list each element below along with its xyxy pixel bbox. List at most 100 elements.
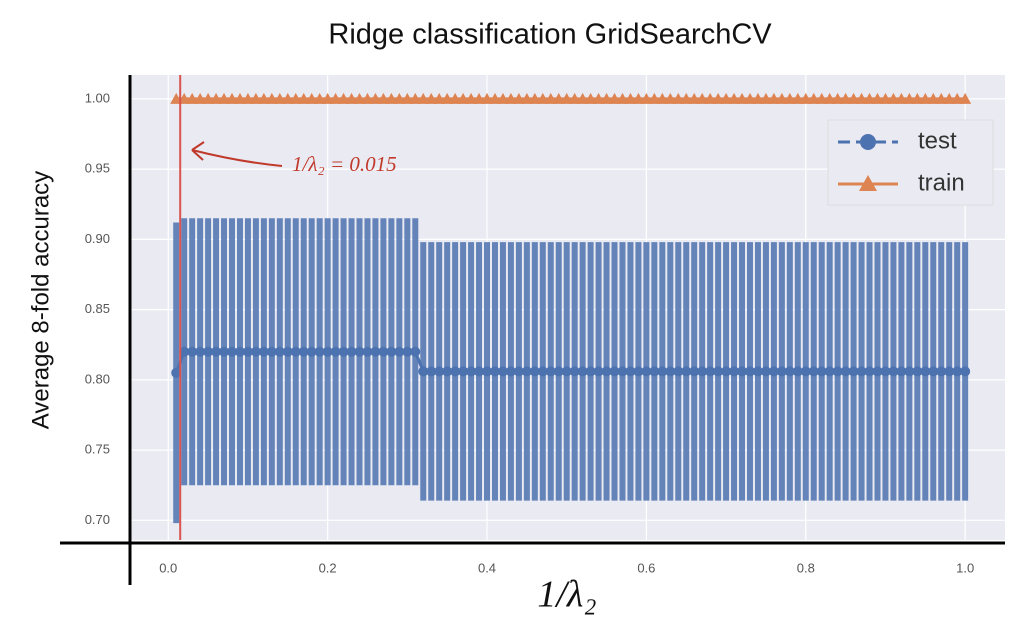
marker bbox=[585, 366, 596, 377]
marker bbox=[274, 346, 285, 357]
marker bbox=[681, 366, 692, 377]
marker bbox=[536, 92, 549, 104]
marker bbox=[442, 366, 453, 377]
marker bbox=[944, 366, 955, 377]
marker bbox=[505, 366, 516, 377]
chart-title: Ridge classification GridSearchCV bbox=[328, 19, 772, 51]
marker bbox=[919, 92, 932, 104]
marker bbox=[640, 92, 653, 104]
annotation-arrow bbox=[191, 141, 283, 167]
marker bbox=[233, 92, 246, 104]
marker bbox=[361, 92, 374, 104]
x-tick-label: 0.6 bbox=[637, 560, 655, 575]
marker bbox=[249, 92, 262, 104]
marker bbox=[385, 92, 398, 104]
marker bbox=[544, 92, 557, 104]
y-tick-label: 0.90 bbox=[85, 231, 110, 246]
marker bbox=[305, 92, 318, 104]
marker bbox=[218, 92, 231, 104]
marker bbox=[847, 92, 860, 104]
marker bbox=[743, 92, 756, 104]
marker bbox=[520, 92, 533, 104]
marker bbox=[321, 92, 334, 104]
marker bbox=[799, 92, 812, 104]
marker bbox=[425, 92, 438, 104]
marker bbox=[904, 366, 915, 377]
marker bbox=[426, 366, 437, 377]
marker bbox=[282, 346, 293, 357]
marker bbox=[394, 346, 405, 357]
marker bbox=[680, 92, 693, 104]
marker bbox=[297, 92, 310, 104]
marker bbox=[576, 92, 589, 104]
marker bbox=[242, 346, 253, 357]
marker bbox=[473, 92, 486, 104]
marker bbox=[864, 366, 875, 377]
marker bbox=[633, 366, 644, 377]
x-tick-label: 0.4 bbox=[478, 560, 496, 575]
marker bbox=[561, 366, 572, 377]
marker bbox=[466, 366, 477, 377]
marker bbox=[935, 92, 948, 104]
marker bbox=[377, 92, 390, 104]
marker bbox=[951, 92, 964, 104]
marker bbox=[529, 366, 540, 377]
marker bbox=[871, 92, 884, 104]
marker bbox=[689, 366, 700, 377]
marker bbox=[346, 346, 357, 357]
marker bbox=[211, 346, 222, 357]
marker bbox=[433, 92, 446, 104]
marker bbox=[450, 366, 461, 377]
marker bbox=[720, 92, 733, 104]
marker bbox=[481, 92, 494, 104]
marker bbox=[912, 366, 923, 377]
marker bbox=[402, 346, 413, 357]
legend-label: train bbox=[918, 169, 965, 196]
marker bbox=[458, 366, 469, 377]
marker bbox=[593, 366, 604, 377]
marker bbox=[609, 366, 620, 377]
marker bbox=[879, 92, 892, 104]
x-tick-label: 0.8 bbox=[797, 560, 815, 575]
marker bbox=[792, 366, 803, 377]
marker bbox=[872, 366, 883, 377]
marker bbox=[449, 92, 462, 104]
marker bbox=[688, 92, 701, 104]
marker bbox=[552, 92, 565, 104]
marker bbox=[512, 92, 525, 104]
marker bbox=[808, 366, 819, 377]
marker bbox=[537, 366, 548, 377]
marker bbox=[959, 92, 972, 104]
marker bbox=[943, 92, 956, 104]
marker bbox=[545, 366, 556, 377]
marker bbox=[759, 92, 772, 104]
marker bbox=[616, 92, 629, 104]
marker bbox=[258, 346, 269, 357]
marker bbox=[386, 346, 397, 357]
marker bbox=[863, 92, 876, 104]
legend-label: test bbox=[918, 127, 957, 154]
marker bbox=[632, 92, 645, 104]
marker bbox=[441, 92, 454, 104]
marker bbox=[290, 346, 301, 357]
marker bbox=[887, 92, 900, 104]
marker bbox=[768, 366, 779, 377]
marker bbox=[848, 366, 859, 377]
marker bbox=[752, 366, 763, 377]
marker bbox=[920, 366, 931, 377]
marker bbox=[760, 366, 771, 377]
marker bbox=[488, 92, 501, 104]
marker bbox=[281, 92, 294, 104]
y-tick-label: 0.85 bbox=[85, 301, 110, 316]
marker bbox=[840, 366, 851, 377]
marker bbox=[824, 366, 835, 377]
legend: test train bbox=[827, 119, 994, 206]
legend-marker bbox=[859, 175, 877, 191]
marker bbox=[513, 366, 524, 377]
marker bbox=[704, 92, 717, 104]
marker bbox=[823, 92, 836, 104]
x-axis-label: 1/λ₂ bbox=[537, 574, 596, 616]
legend-marker bbox=[860, 134, 876, 150]
marker bbox=[195, 346, 206, 357]
marker bbox=[345, 92, 358, 104]
